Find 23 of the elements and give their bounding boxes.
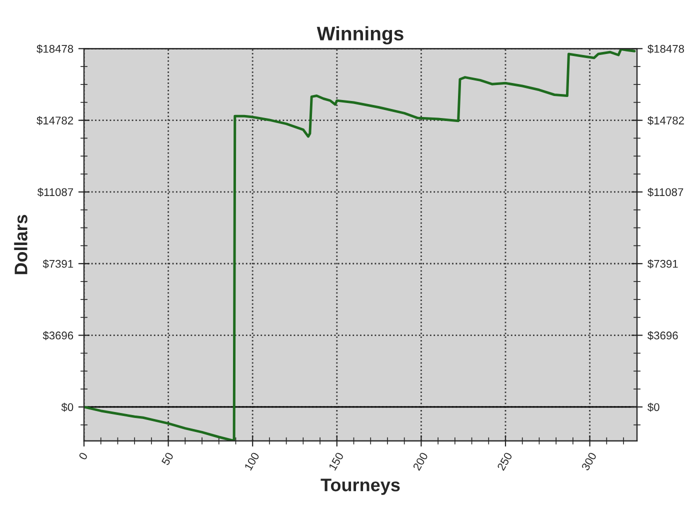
y-tick-label: $7391 — [42, 259, 74, 268]
x-tick-label: 0 — [78, 452, 88, 460]
y2-tick-label: $14782 — [648, 116, 684, 126]
y2-tick-label: $0 — [648, 402, 660, 412]
x-tick-label: 200 — [412, 452, 428, 471]
y-tick-label: $3696 — [42, 331, 74, 340]
x-tick-label: 150 — [328, 452, 344, 471]
y-tick-label: $18478 — [36, 44, 74, 54]
y2-tick-label: $18478 — [648, 44, 684, 54]
y-axis-title: Dollars — [14, 214, 28, 274]
y-tick-label: $14782 — [36, 116, 74, 126]
x-tick-label: 100 — [244, 452, 260, 471]
x-tick-label: 50 — [161, 452, 174, 466]
y-tick-label: $0 — [61, 402, 74, 412]
x-tick-label: 300 — [581, 452, 597, 472]
y-tick-label: $11087 — [37, 188, 74, 197]
y2-tick-label: $7391 — [648, 259, 678, 268]
y2-tick-label: $3696 — [648, 331, 678, 340]
line-series — [84, 48, 636, 441]
x-axis-title: Tourneys — [320, 478, 400, 495]
y2-tick-label: $11087 — [648, 188, 684, 197]
x-tick-label: 250 — [496, 452, 512, 471]
chart-title: Winnings — [316, 26, 404, 44]
